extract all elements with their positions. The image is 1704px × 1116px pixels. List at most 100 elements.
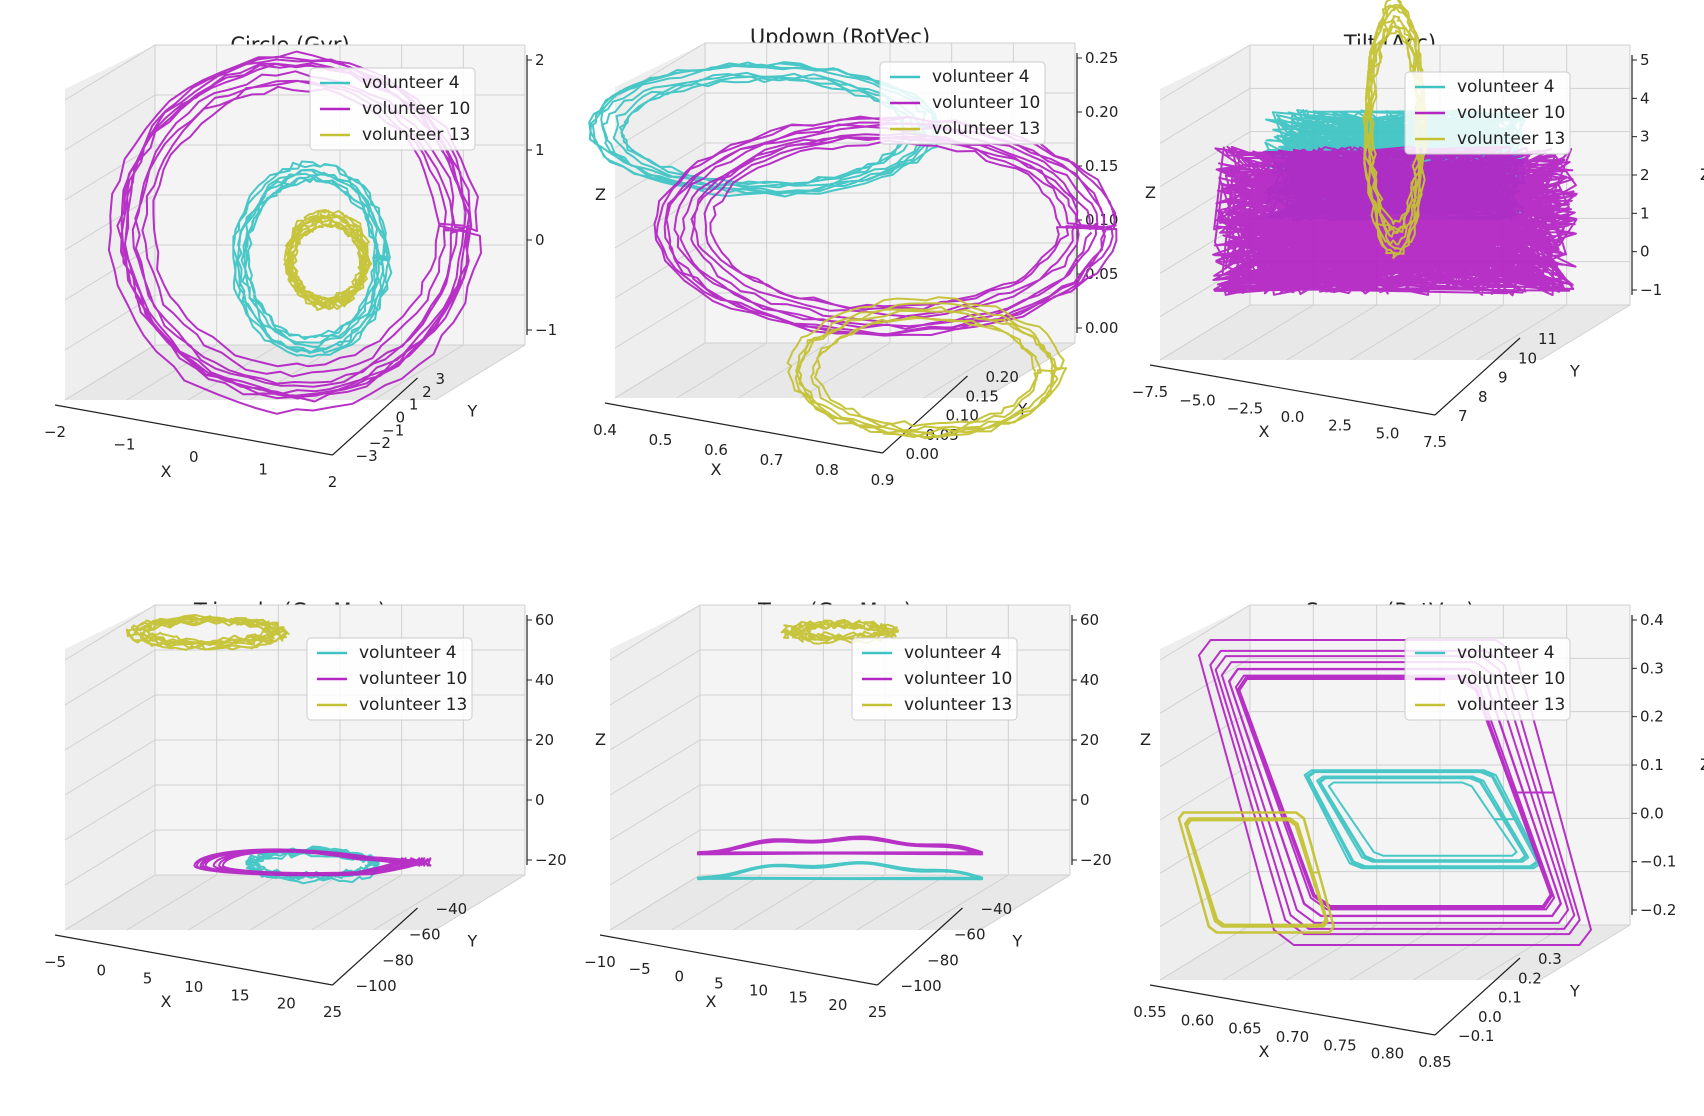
z-axis-label: Z	[1700, 165, 1704, 184]
grid-line	[799, 342, 891, 399]
x-axis-line	[54, 404, 333, 456]
grid-line	[1223, 304, 1314, 361]
grid-line	[738, 342, 829, 399]
z-tick-label: 2	[1640, 166, 1650, 184]
grid-line	[64, 604, 156, 661]
grid-line	[1159, 711, 1251, 768]
grid-line	[1159, 924, 1251, 981]
grid-line	[609, 694, 701, 751]
x-axis-label: X	[706, 992, 717, 1011]
legend: volunteer 4 volunteer 10 volunteer 13	[1404, 71, 1571, 155]
grid-line	[64, 294, 156, 351]
x-axis: −10 −5 0 5 10 15 20 25 X	[584, 934, 887, 1021]
y-tick-label: 0.20	[986, 368, 1019, 386]
grid-line	[861, 342, 952, 399]
legend-label-2: volunteer 10	[904, 669, 1012, 689]
legend-label-2: volunteer 10	[1457, 669, 1565, 689]
grid-line	[64, 94, 156, 151]
y-tick-label: 9	[1498, 369, 1508, 387]
legend-box	[1404, 637, 1571, 721]
grid-line	[1286, 304, 1377, 361]
x-tick-label: 15	[230, 986, 249, 1004]
series-line-volunteer-4	[696, 861, 984, 881]
x-tick-label: 0.65	[1228, 1020, 1261, 1038]
x-tick-label: −5	[44, 953, 66, 971]
x-axis-label: X	[1259, 422, 1270, 441]
grid-line	[614, 92, 706, 149]
grid-line	[1159, 131, 1251, 188]
x-tick-label: 0.9	[871, 471, 895, 489]
grid-line	[1159, 871, 1251, 928]
grid-line	[64, 874, 156, 931]
grid-line	[64, 44, 156, 101]
grid-line	[614, 242, 706, 299]
series-line-volunteer-4	[232, 160, 393, 358]
y-tick-label: 0	[396, 409, 406, 427]
x-tick-label: 0.8	[815, 461, 839, 479]
x-tick-label: −10	[584, 953, 616, 971]
x-tick-label: 0.4	[593, 421, 617, 439]
series-line-volunteer-13	[786, 296, 1068, 440]
x-axis: −7.5 −5.0 −2.5 0.0 2.5 5.0 7.5 X	[1132, 364, 1447, 451]
y-axis-line	[332, 377, 418, 456]
grid-line	[609, 784, 701, 841]
legend-box	[309, 67, 476, 151]
x-tick-label: 2.5	[1328, 416, 1352, 434]
grid-line	[923, 342, 1014, 399]
y-axis: −100 −80 −60 −40 Y	[877, 900, 1023, 995]
z-tick-label: −1	[535, 321, 557, 339]
x-tick-label: 25	[323, 1003, 342, 1021]
z-tick-label: 4	[1640, 89, 1650, 107]
x-tick-label: 2	[328, 473, 338, 491]
series-line-volunteer-10	[193, 848, 432, 877]
legend-label-1: volunteer 4	[904, 643, 1002, 663]
x-tick-label: −7.5	[1132, 383, 1168, 401]
legend-label-3: volunteer 13	[932, 119, 1040, 139]
y-axis-line	[1434, 957, 1521, 1036]
grid-line	[856, 874, 947, 931]
grid-line	[614, 342, 706, 399]
x-tick-label: −2	[44, 423, 66, 441]
x-tick-label: −5	[629, 960, 651, 978]
x-tick-label: 0.5	[649, 431, 673, 449]
grid-line	[311, 874, 402, 931]
y-tick-label: 0.1	[1498, 989, 1522, 1007]
z-axis: −20 0 20 40 60 Z	[1071, 611, 1151, 869]
subplot-4: Triangle (GeoMag)−200204060Z−50510152025…	[44, 599, 606, 1021]
series-line-volunteer-13	[125, 614, 290, 651]
z-tick-label: 20	[1080, 731, 1099, 749]
y-tick-label: −40	[981, 900, 1013, 918]
grid-line	[64, 344, 156, 401]
x-tick-label: 1	[258, 461, 268, 479]
y-tick-label: 0.10	[946, 407, 979, 425]
y-tick-label: −100	[901, 977, 942, 995]
x-axis-label: X	[711, 460, 722, 479]
y-tick-label: 3	[436, 370, 446, 388]
y-tick-label: −0.1	[1458, 1027, 1494, 1045]
z-axis: −0.2 −0.1 0.0 0.1 0.2 0.3 0.4 Z	[1631, 611, 1704, 919]
z-tick-label: 0	[1080, 791, 1090, 809]
x-tick-label: 0.6	[704, 441, 728, 459]
x-tick-label: 20	[277, 995, 296, 1013]
x-tick-label: 0	[675, 967, 685, 985]
z-tick-label: −20	[535, 851, 567, 869]
gridlines	[609, 604, 1071, 931]
series-line-volunteer-4	[1303, 769, 1542, 870]
x-axis-line	[599, 934, 878, 986]
y-tick-label: 2	[422, 383, 432, 401]
series-line-volunteer-10	[696, 835, 984, 856]
grid-line	[676, 342, 767, 399]
z-axis-label: Z	[1145, 183, 1156, 202]
grid-line	[609, 604, 701, 661]
grid-line	[984, 342, 1076, 399]
z-tick-label: 0.05	[1085, 265, 1118, 283]
legend-label-1: volunteer 4	[932, 67, 1030, 87]
grid-line	[614, 292, 706, 349]
z-tick-label: −20	[1080, 851, 1112, 869]
x-axis: −5 0 5 10 15 20 25 X	[44, 934, 342, 1021]
series-line-volunteer-13	[1177, 811, 1335, 934]
z-axis: −1 0 1 2 Z	[526, 51, 606, 339]
z-tick-label: 0.1	[1640, 756, 1664, 774]
